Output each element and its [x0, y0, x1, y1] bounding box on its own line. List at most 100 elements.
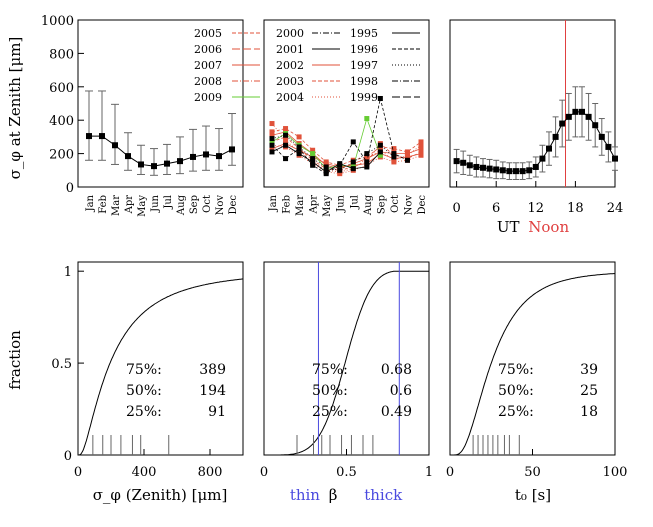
series-point — [418, 142, 424, 148]
series-point — [323, 164, 329, 170]
series-point — [283, 156, 289, 162]
series-point — [350, 166, 356, 172]
x-tick-label: 0 — [260, 465, 268, 480]
data-point — [526, 167, 533, 174]
series-line-black-a — [271, 98, 408, 175]
panel-hourly: 0 6 12 18 24 UT Noon — [449, 19, 623, 236]
series-point — [337, 161, 343, 167]
stat-label: 75%: — [126, 362, 162, 378]
legend-entry-label: 2003 — [276, 75, 304, 88]
legend-entry-label: 1995 — [350, 27, 378, 40]
legend-entry-label: 2005 — [194, 27, 222, 40]
x-tick-label: 12 — [528, 201, 545, 216]
month-label: Jul — [163, 195, 174, 210]
stat-label: 50%: — [498, 383, 534, 399]
data-point — [229, 146, 235, 153]
month-label: Aug — [363, 194, 374, 216]
series-point — [391, 154, 397, 160]
y-tick-label: 0 — [64, 449, 72, 464]
series-point — [364, 154, 370, 160]
data-point — [499, 167, 506, 174]
series-point — [310, 151, 316, 157]
series-point — [269, 121, 275, 127]
legend-entry-label: 2004 — [276, 91, 304, 104]
data-point — [539, 155, 546, 162]
series-point — [377, 142, 383, 148]
stat-label: 25%: — [126, 404, 162, 420]
panel-monthly: 0 200 400 600 800 1000 Jan Feb Mar Apr May Jun Jul A… — [6, 14, 244, 217]
frame-cdf-sigma — [77, 261, 244, 456]
data-point — [579, 108, 585, 115]
stat-value: 18 — [580, 404, 598, 420]
x-tick-label: 0 — [452, 201, 460, 216]
data-point — [460, 159, 467, 166]
month-label: Jul — [349, 195, 360, 210]
legend-entry-label: 2009 — [194, 91, 222, 104]
stat-value: 91 — [208, 404, 226, 420]
data-point — [216, 153, 222, 160]
cdf-curve — [450, 273, 616, 456]
legend-entry-label: 1997 — [350, 59, 378, 72]
series-point — [337, 167, 343, 173]
data-point — [513, 168, 519, 175]
thick-label: thick — [364, 486, 403, 504]
series-point — [269, 146, 275, 152]
data-point — [552, 133, 559, 140]
series-point — [404, 157, 410, 163]
frame-yearly — [263, 19, 430, 188]
data-point — [203, 151, 209, 158]
panel-cdf-beta: 0 0.5 1 75%: 0.68 50%: 0.6 25%: 0.49 thin β thic… — [260, 261, 433, 504]
stat-label: 75%: — [498, 362, 534, 378]
data-point — [177, 158, 183, 165]
series-point — [418, 139, 424, 145]
series-point — [283, 132, 289, 138]
cdf-curve — [78, 278, 244, 456]
month-label: Jan — [85, 194, 96, 212]
x-tick-label: 800 — [198, 465, 223, 480]
y-axis-label-fraction: fraction — [6, 330, 24, 390]
legend-entry-label: 1998 — [350, 75, 378, 88]
ut-label: UT — [497, 218, 520, 236]
y-tick-label: 800 — [49, 47, 74, 62]
y-axis-label-monthly: σ_φ at Zenith [μm] — [6, 37, 24, 180]
thin-label: thin — [290, 486, 320, 504]
month-label: May — [322, 195, 333, 217]
y-tick-label: 0 — [66, 181, 74, 196]
legend-entry-label: 2006 — [194, 43, 222, 56]
stat-value: 389 — [199, 362, 226, 378]
stat-label: 50%: — [312, 383, 348, 399]
series-point — [269, 142, 275, 148]
month-label: Dec — [228, 195, 239, 215]
series-point — [269, 149, 275, 155]
data-point — [532, 163, 539, 170]
series-point — [364, 164, 370, 170]
series-point — [296, 144, 302, 150]
series-point — [283, 142, 289, 148]
series-point — [296, 134, 302, 140]
series-point — [323, 159, 329, 165]
series-point — [364, 151, 370, 157]
month-label: Feb — [98, 195, 109, 214]
data-point — [164, 160, 170, 167]
x-axis-label-sigma: σ_φ (Zenith) [μm] — [93, 486, 228, 504]
month-label: Jun — [336, 194, 347, 212]
month-label: Sep — [376, 195, 387, 214]
series-point — [418, 152, 424, 158]
frame-hourly — [449, 19, 616, 188]
data-point — [572, 108, 579, 115]
series-line-red-e — [271, 128, 422, 166]
frame-monthly — [77, 19, 244, 188]
month-label: Nov — [403, 195, 414, 216]
month-label: Jun — [150, 194, 161, 212]
x-tick-label: 1 — [425, 465, 433, 480]
data-point — [506, 168, 513, 175]
legend-entry-label: 2001 — [276, 43, 304, 56]
y-tick-label: 1 — [64, 265, 72, 280]
series-point — [364, 116, 370, 122]
month-label: Apr — [309, 195, 320, 215]
x-axis-label-hourly: UT Noon — [497, 218, 570, 236]
data-point — [592, 122, 599, 129]
stat-label: 25%: — [498, 404, 534, 420]
series-point — [283, 137, 289, 143]
